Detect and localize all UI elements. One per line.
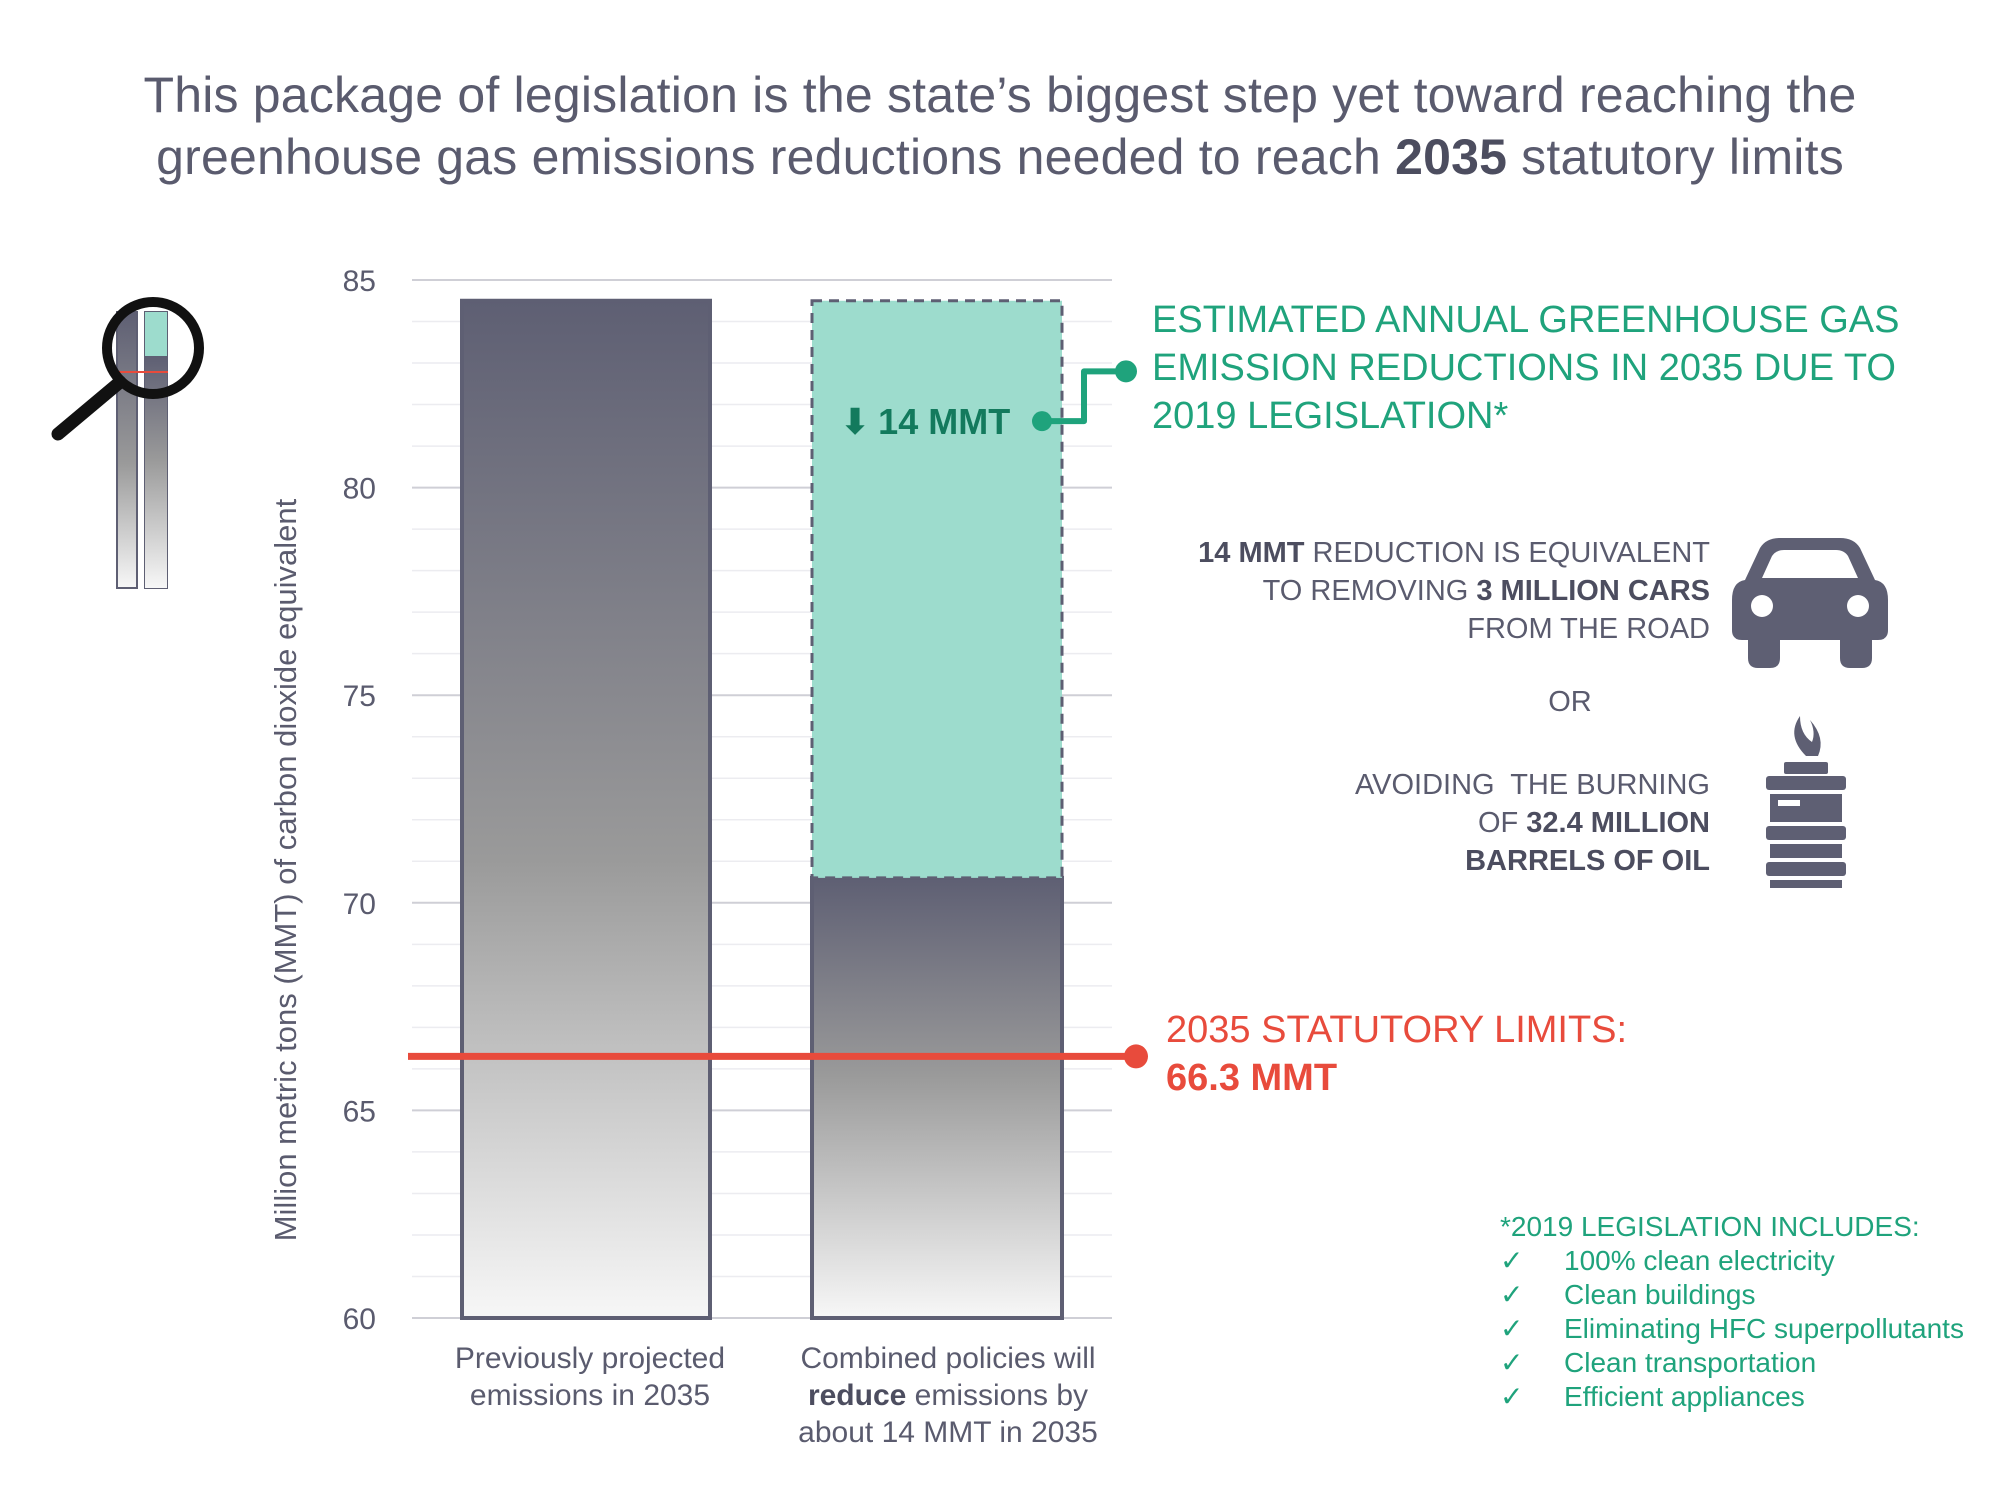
y-tick-label: 60 [343,1303,376,1336]
title-line-2b: statutory limits [1507,129,1844,185]
x-label-1-line-1: Previously projected [454,1342,726,1375]
magnifier-bars-icon [51,297,204,589]
x-label-2-line-1: Combined policies will [800,1342,1096,1375]
reduction-segment [810,299,1064,880]
checkmark-icon: ✓ [1500,1279,1524,1310]
legislation-title: *2019 LEGISLATION INCLUDES: [1500,1211,1920,1242]
title-line-2a: greenhouse gas emissions reductions need… [156,129,1396,185]
limit-title: 2035 STATUTORY LIMITS: [1166,1009,1628,1051]
statutory-limit-dot [1124,1044,1148,1069]
oil-text-1: AVOIDING THE BURNING [1354,769,1710,801]
cars-text-3: FROM THE ROAD [1467,613,1710,645]
y-tick-label: 80 [343,473,376,506]
oil-text-2: OF [1477,807,1527,839]
y-axis-ticks: 60 65 70 75 80 85 [343,265,376,1336]
car-icon [1732,538,1888,668]
y-tick-label: 65 [343,1095,376,1128]
legislation-item-text: Clean transportation [1564,1347,1817,1378]
x-label-previously-projected: Previously projected emissions in 2035 [420,1340,760,1414]
checkmark-icon: ✓ [1500,1347,1524,1378]
leader-dot-end [1115,360,1137,383]
cars-mmt: 14 MMT [1198,537,1305,569]
bar-previously-projected [460,298,712,1320]
bar-combined-policies [810,875,1064,1320]
y-tick-label: 70 [343,888,376,921]
reduction-label: ⬇ 14 MMT [840,401,1010,442]
cars-text-2: TO REMOVING [1262,575,1477,607]
down-arrow-icon: ⬇ [840,401,870,442]
legislation-item-text: 100% clean electricity [1564,1245,1835,1276]
checkmark-icon: ✓ [1500,1313,1524,1344]
oil-barrel-icon [1766,716,1846,888]
y-tick-label: 75 [343,680,376,713]
y-tick-label: 85 [343,265,376,298]
title-year: 2035 [1395,129,1508,185]
legislation-item: ✓ Clean buildings [1500,1278,1980,1312]
chart-title: This package of legislation is the state… [60,64,1940,188]
legislation-item-text: Eliminating HFC superpollutants [1564,1313,1964,1344]
legislation-item: ✓ Clean transportation [1500,1346,1980,1380]
limit-value: 66.3 MMT [1166,1057,1338,1099]
leader-dot-start [1032,411,1052,432]
x-label-2-line-3: about 14 MMT in 2035 [798,1416,1098,1449]
oil-text-3: BARRELS OF OIL [1465,845,1710,877]
checkmark-icon: ✓ [1500,1381,1524,1412]
oil-equivalent: AVOIDING THE BURNING OF 32.4 MILLION BAR… [1090,766,1710,880]
x-label-2-after: emissions by [906,1379,1089,1412]
legislation-item-text: Efficient appliances [1564,1381,1805,1412]
legislation-item: ✓ 100% clean electricity [1500,1244,1980,1278]
checkmark-icon: ✓ [1500,1245,1524,1276]
oil-count: 32.4 MILLION [1526,807,1710,839]
or-separator: OR [1548,686,1592,718]
legislation-items: ✓ 100% clean electricity ✓ Clean buildings ✓… [1500,1244,1980,1414]
cars-count: 3 MILLION CARS [1476,575,1710,607]
reduction-annotation: ESTIMATED ANNUAL GREENHOUSE GAS EMISSION… [1152,299,1900,437]
title-line-1: This package of legislation is the state… [143,67,1857,123]
statutory-limit-annotation: 2035 STATUTORY LIMITS: 66.3 MMT [1166,1006,1627,1102]
reduction-leader-line [1042,368,1126,425]
cars-equivalent: 14 MMT REDUCTION IS EQUIVALENT TO REMOVI… [1090,534,1710,648]
reduction-value: 14 MMT [878,401,1010,442]
legislation-item: ✓ Efficient appliances [1500,1380,1980,1414]
legislation-item: ✓ Eliminating HFC superpollutants [1500,1312,1980,1346]
cars-text-1: REDUCTION IS EQUIVALENT [1304,537,1710,569]
legislation-list: *2019 LEGISLATION INCLUDES: ✓ 100% clean … [1500,1210,1980,1414]
legislation-item-text: Clean buildings [1564,1279,1756,1310]
x-label-1-line-2: emissions in 2035 [469,1379,711,1412]
x-label-2-bold: reduce [807,1379,907,1412]
y-axis-label: Million metric tons (MMT) of carbon diox… [268,498,303,1241]
x-label-combined-policies: Combined policies will reduce emissions … [768,1340,1128,1451]
